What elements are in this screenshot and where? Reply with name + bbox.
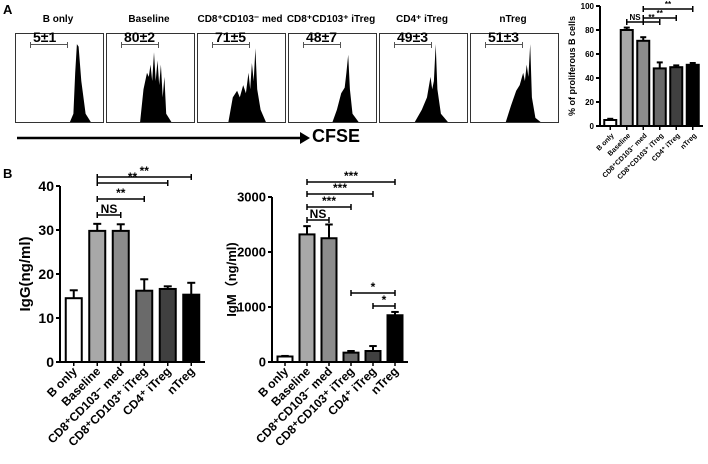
svg-text:***: *** xyxy=(322,194,336,208)
histogram-value: 71±5 xyxy=(215,29,247,45)
histogram-title: B only xyxy=(42,14,74,25)
svg-text:NS: NS xyxy=(101,202,118,216)
svg-text:nTreg: nTreg xyxy=(164,364,197,397)
histogram-title: CD4⁺ iTreg xyxy=(396,14,448,25)
histogram-plot xyxy=(15,33,104,123)
histogram-gate xyxy=(394,42,432,48)
svg-text:*: * xyxy=(371,280,376,294)
histogram-gate xyxy=(485,42,523,48)
svg-text:NS: NS xyxy=(629,13,641,22)
histogram-title: CD8⁺CD103⁺ iTreg xyxy=(286,14,376,25)
svg-text:10: 10 xyxy=(38,310,54,326)
histogram-value: 5±1 xyxy=(33,29,57,45)
histogram-title: Baseline xyxy=(128,14,170,25)
svg-text:IgG(ng/ml): IgG(ng/ml) xyxy=(17,237,34,312)
svg-text:***: *** xyxy=(344,169,358,183)
svg-text:IgM（ng/ml): IgM（ng/ml) xyxy=(224,242,239,316)
svg-text:0: 0 xyxy=(259,355,266,370)
histogram-plot xyxy=(379,33,468,123)
svg-text:NS: NS xyxy=(310,207,327,221)
svg-text:% of proliferous B cells: % of proliferous B cells xyxy=(567,16,577,116)
svg-text:**: ** xyxy=(116,186,126,200)
svg-text:40: 40 xyxy=(38,178,54,194)
svg-text:80: 80 xyxy=(585,26,594,35)
histogram-plot xyxy=(106,33,195,123)
svg-text:***: *** xyxy=(333,181,347,195)
panel-label-a: A xyxy=(3,2,13,17)
histogram-plot xyxy=(197,33,286,123)
svg-text:30: 30 xyxy=(38,222,54,238)
histogram-gate xyxy=(121,42,159,48)
svg-text:100: 100 xyxy=(581,2,595,11)
histogram-value: 51±3 xyxy=(488,29,520,45)
svg-text:0: 0 xyxy=(46,354,54,370)
histogram-title: nTreg xyxy=(499,14,527,25)
svg-text:1000: 1000 xyxy=(237,300,266,315)
svg-text:**: ** xyxy=(657,9,664,18)
svg-text:20: 20 xyxy=(38,266,54,282)
svg-text:40: 40 xyxy=(585,74,594,83)
svg-text:60: 60 xyxy=(585,50,594,59)
svg-text:**: ** xyxy=(140,164,150,178)
svg-text:20: 20 xyxy=(585,98,594,107)
svg-text:0: 0 xyxy=(590,122,595,131)
svg-text:2000: 2000 xyxy=(237,245,266,260)
svg-text:*: * xyxy=(382,293,387,307)
histogram-plot xyxy=(470,33,559,123)
cfse-axis-label: CFSE xyxy=(312,126,361,146)
histogram-gate xyxy=(212,42,250,48)
cfse-arrow xyxy=(17,132,310,144)
histogram-gate xyxy=(303,42,341,48)
histogram-value: 48±7 xyxy=(306,29,338,45)
histogram-plot xyxy=(288,33,377,123)
histogram-value: 80±2 xyxy=(124,29,156,45)
panel-label-b: B xyxy=(3,166,13,181)
svg-text:nTreg: nTreg xyxy=(680,132,698,150)
histogram-title: CD8⁺CD103⁻ med xyxy=(197,14,283,25)
histogram-value: 49±3 xyxy=(397,29,429,45)
svg-text:**: ** xyxy=(665,0,672,9)
histogram-gate xyxy=(30,42,68,48)
svg-text:3000: 3000 xyxy=(237,190,266,205)
